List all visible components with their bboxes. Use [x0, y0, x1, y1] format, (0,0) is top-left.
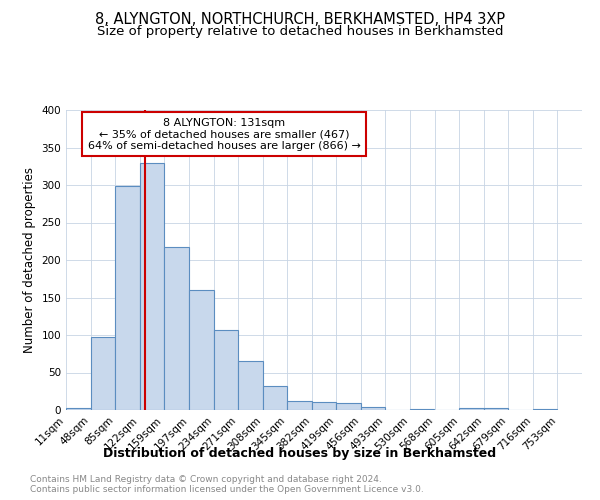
Bar: [66, 408, 91, 410]
Bar: [287, 401, 312, 410]
Bar: [312, 402, 336, 410]
Bar: [484, 408, 508, 410]
Bar: [410, 409, 434, 410]
Bar: [214, 330, 238, 410]
Text: 8, ALYNGTON, NORTHCHURCH, BERKHAMSTED, HP4 3XP: 8, ALYNGTON, NORTHCHURCH, BERKHAMSTED, H…: [95, 12, 505, 28]
Text: 8 ALYNGTON: 131sqm
← 35% of detached houses are smaller (467)
64% of semi-detach: 8 ALYNGTON: 131sqm ← 35% of detached hou…: [88, 118, 361, 150]
Bar: [263, 386, 287, 410]
Bar: [238, 361, 263, 410]
Text: Distribution of detached houses by size in Berkhamsted: Distribution of detached houses by size …: [103, 448, 497, 460]
Bar: [533, 408, 557, 410]
Bar: [91, 336, 115, 410]
Bar: [115, 186, 140, 410]
Bar: [164, 246, 188, 410]
Bar: [336, 402, 361, 410]
Text: Size of property relative to detached houses in Berkhamsted: Size of property relative to detached ho…: [97, 25, 503, 38]
Bar: [460, 408, 484, 410]
Bar: [140, 162, 164, 410]
Y-axis label: Number of detached properties: Number of detached properties: [23, 167, 36, 353]
Bar: [189, 290, 214, 410]
Text: Contains public sector information licensed under the Open Government Licence v3: Contains public sector information licen…: [30, 485, 424, 494]
Bar: [361, 407, 385, 410]
Text: Contains HM Land Registry data © Crown copyright and database right 2024.: Contains HM Land Registry data © Crown c…: [30, 475, 382, 484]
